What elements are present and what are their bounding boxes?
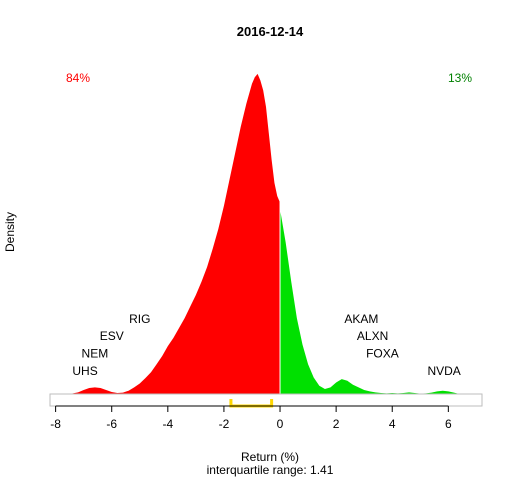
y-axis-label: Density	[3, 212, 17, 252]
ticker-label-rig: RIG	[129, 312, 150, 326]
chart-title: 2016-12-14	[237, 24, 304, 39]
iqr-bracket	[229, 399, 274, 408]
x-tick-label-5: 2	[333, 417, 340, 431]
x-tick-label-3: -2	[219, 417, 230, 431]
baseline-box	[49, 393, 483, 407]
positive-density-area	[280, 209, 460, 394]
x-tick-label-1: -6	[106, 417, 117, 431]
ticker-label-uhs: UHS	[72, 364, 97, 378]
negative-density-area	[69, 73, 281, 395]
iqr-label: interquartile range: 1.41	[207, 463, 334, 477]
x-tick-label-2: -4	[162, 417, 173, 431]
ticker-label-alxn: ALXN	[357, 329, 388, 343]
x-tick-label-6: 4	[389, 417, 396, 431]
ticker-label-esv: ESV	[100, 329, 124, 343]
ticker-label-nem: NEM	[82, 347, 109, 361]
x-tick-label-0: -8	[50, 417, 61, 431]
ticker-label-foxa: FOXA	[366, 347, 399, 361]
x-tick-label-7: 6	[445, 417, 452, 431]
plot-area: -8 -6 -4 -2 0 2 4 6 RIG ESV NEM UHS AKAM ALXN FOXA NVDA	[49, 73, 483, 431]
x-tick-label-4: 0	[277, 417, 284, 431]
x-axis-label: Return (%)	[241, 450, 299, 464]
ticker-label-akam: AKAM	[344, 312, 378, 326]
negative-share-label: 84%	[66, 71, 90, 85]
ticker-label-nvda: NVDA	[427, 364, 460, 378]
positive-share-label: 13%	[448, 71, 472, 85]
